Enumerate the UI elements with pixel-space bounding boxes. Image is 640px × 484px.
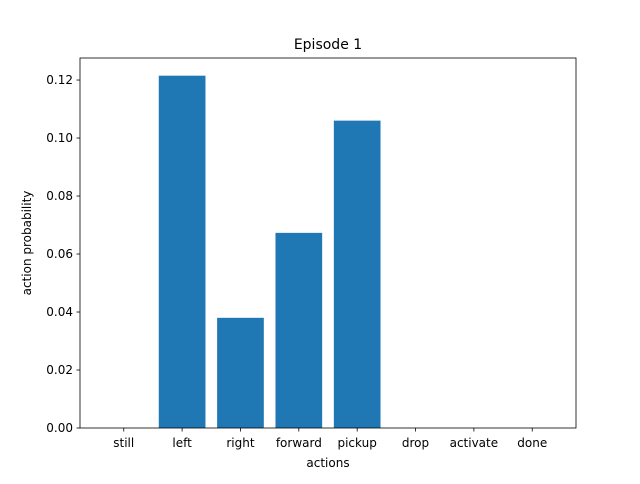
- y-tick-label: 0.00: [46, 421, 73, 435]
- bar-left: [158, 75, 206, 429]
- x-axis-label: actions: [306, 456, 349, 470]
- y-tick-label: 0.08: [46, 189, 73, 203]
- x-tick-label: left: [172, 436, 192, 450]
- plot-background: [80, 58, 576, 428]
- y-tick-label: 0.10: [46, 131, 73, 145]
- x-tick-label: activate: [450, 436, 499, 450]
- plot-frame: [79, 57, 577, 429]
- x-tick-label: done: [517, 436, 547, 450]
- bar-forward: [275, 232, 323, 428]
- x-axis-ticks: still left right forward pickup drop activate d…: [113, 428, 547, 450]
- bar-pickup: [333, 120, 381, 428]
- y-tick-label: 0.04: [46, 305, 73, 319]
- x-tick-label: forward: [276, 436, 322, 450]
- y-tick-label: 0.12: [46, 73, 73, 87]
- y-axis-label: action probability: [20, 191, 34, 296]
- y-tick-label: 0.06: [46, 247, 73, 261]
- x-tick-label: right: [226, 436, 254, 450]
- bars-group: [158, 75, 381, 429]
- x-tick-label: pickup: [337, 436, 376, 450]
- chart-title: Episode 1: [294, 37, 362, 53]
- y-axis-ticks: 0.00 0.02 0.04 0.06 0.08 0.10 0.12: [46, 73, 80, 435]
- x-tick-label: still: [113, 436, 134, 450]
- y-tick-label: 0.02: [46, 363, 73, 377]
- x-tick-label: drop: [402, 436, 429, 450]
- bar-right: [217, 317, 264, 428]
